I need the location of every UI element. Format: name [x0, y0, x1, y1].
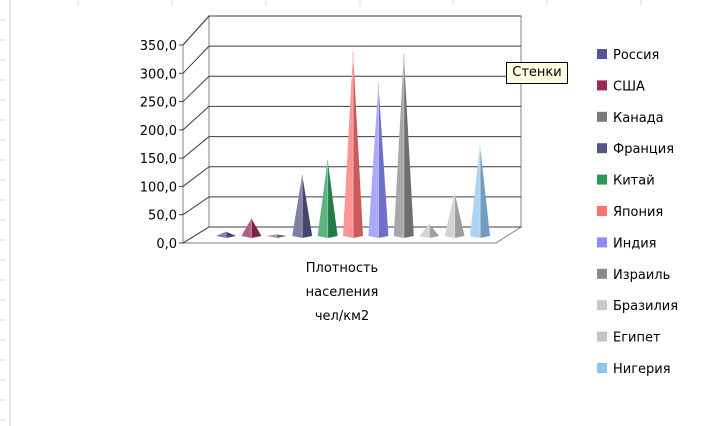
y-tick-label: 150,0 [140, 152, 177, 167]
bar-face-right [454, 192, 465, 238]
bar-face-left [292, 174, 303, 238]
legend-label: Израиль [613, 268, 670, 283]
bar-Индия [368, 83, 389, 238]
gridline-side [182, 45, 210, 74]
gridline-side [182, 166, 210, 187]
legend-label: Бразилия [613, 299, 678, 314]
bar-Франция [292, 174, 313, 238]
bar-face-right [353, 52, 363, 238]
legend-label: Россия [613, 48, 659, 63]
legend-item-Канада: Канада [597, 111, 664, 126]
bar-face-left [470, 144, 480, 238]
legend-swatch [597, 300, 607, 311]
bar-Нигерия [470, 144, 490, 238]
bar-Египет [444, 192, 465, 238]
bar-face-left [241, 218, 252, 238]
legend-label: Нигерия [613, 362, 671, 377]
legend-swatch [597, 237, 607, 248]
legend-item-Япония: Япония [597, 205, 663, 220]
category-label: Плотность населения чел/км2 [306, 261, 379, 324]
legend-label: Канада [613, 111, 664, 126]
back-wall [208, 15, 522, 228]
legend-item-Китай: Китай [597, 174, 655, 189]
bar-face-right [480, 144, 490, 238]
category-label-line: населения [306, 285, 379, 300]
legend-item-США: США [597, 79, 645, 94]
bar-face-right [276, 234, 287, 238]
category-label-line: Плотность [306, 261, 378, 276]
bar-Россия [216, 231, 236, 238]
tooltip-walls: Стенки [506, 62, 568, 84]
legend-item-Франция: Франция [597, 142, 674, 157]
y-tick-label: 0,0 [156, 237, 177, 252]
bar-face-left [444, 192, 455, 238]
legend-item-Бразилия: Бразилия [597, 299, 678, 314]
legend[interactable]: Россия США Канада Франция Китай Япония Индия Из… [597, 48, 678, 377]
bar-Израиль [393, 54, 414, 238]
bar-face-right [429, 223, 440, 238]
bar-США [241, 218, 262, 238]
gridline-side [182, 75, 210, 102]
legend-label: Япония [613, 205, 663, 220]
legend-item-Индия: Индия [597, 236, 656, 251]
legend-label: Египет [613, 331, 661, 346]
legend-swatch [597, 268, 607, 279]
gridline-side [182, 15, 210, 46]
y-tick-label: 100,0 [140, 180, 177, 195]
bar-face-right [327, 160, 338, 238]
gridline-side [182, 196, 210, 216]
bar-face-left [343, 52, 353, 238]
gridline-side [182, 136, 210, 159]
bar-face-left [216, 231, 226, 238]
bar-face-left [317, 160, 328, 238]
legend-item-Нигерия: Нигерия [597, 362, 671, 377]
bar-Китай [317, 160, 338, 238]
y-tick-label: 50,0 [148, 209, 177, 224]
legend-swatch [597, 80, 607, 91]
y-tick-label: 350,0 [140, 39, 177, 54]
y-tick-label: 200,0 [140, 124, 177, 139]
pyramid-bars [216, 52, 490, 238]
bar-face-right [302, 174, 313, 238]
bar-face-left [393, 54, 404, 238]
legend-swatch [597, 363, 607, 373]
bar-Япония [343, 52, 363, 238]
bar-face-right [403, 54, 414, 238]
legend-swatch [597, 143, 607, 154]
legend-swatch [597, 111, 607, 122]
y-tick-label: 300,0 [140, 67, 177, 82]
spreadsheet-cell-grid [0, 0, 642, 426]
legend-item-Израиль: Израиль [597, 268, 670, 283]
legend-swatch [597, 49, 607, 59]
y-axis-tick-labels: 0,0 50,0 100,0 150,0 200,0 250,0 300,0 350,0 [140, 39, 177, 252]
gridline-side [182, 226, 210, 244]
legend-label: Индия [613, 236, 656, 251]
bar-face-right [251, 218, 262, 238]
bar-face-left [419, 223, 430, 238]
chart-walls[interactable] [181, 14, 523, 244]
legend-swatch [597, 331, 607, 342]
legend-label: США [613, 79, 645, 94]
bar-Бразилия [419, 223, 440, 238]
bar-face-right [226, 231, 236, 238]
category-label-line: чел/км2 [315, 309, 369, 324]
legend-item-Египет: Египет [597, 331, 661, 346]
gridline-side [182, 106, 210, 131]
legend-swatch [597, 174, 607, 185]
y-tick-label: 250,0 [140, 96, 177, 111]
legend-label: Китай [613, 174, 655, 189]
bar-face-right [378, 83, 389, 238]
chart-area[interactable]: 0,0 50,0 100,0 150,0 200,0 250,0 300,0 350,0 Пл… [140, 14, 678, 377]
legend-item-Россия: Россия [597, 48, 659, 63]
legend-swatch [597, 206, 607, 216]
bar-Канада [266, 234, 287, 238]
gridlines [179, 15, 521, 244]
legend-label: Франция [613, 142, 674, 157]
bar-face-left [266, 234, 277, 238]
bar-face-left [368, 83, 379, 238]
